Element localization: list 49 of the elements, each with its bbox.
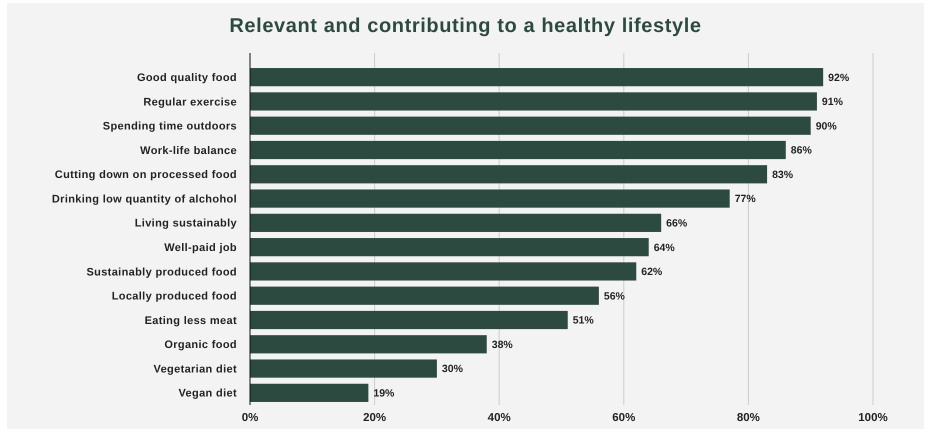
data-label: 30% (442, 363, 464, 376)
data-label: 38% (492, 338, 514, 351)
data-label: 92% (828, 72, 850, 84)
y-tick-label: Regular exercise (143, 96, 237, 108)
data-label: 86% (790, 144, 812, 157)
data-label: 77% (734, 193, 756, 206)
y-tick-label: Sustainably produced food (86, 266, 237, 278)
bar (250, 238, 649, 256)
y-tick-label: Living sustainably (134, 218, 238, 230)
bar (250, 310, 568, 330)
bar (250, 214, 662, 232)
data-label: 66% (666, 218, 688, 230)
x-tick-label: 80% (736, 412, 760, 424)
bar (250, 92, 817, 111)
bar (250, 165, 768, 184)
bar (250, 189, 730, 208)
bar (250, 68, 824, 86)
y-tick-label: Spending time outdoors (102, 120, 237, 133)
x-tick-label: 20% (363, 412, 386, 424)
data-label: 91% (822, 96, 844, 108)
data-label: 56% (604, 290, 626, 302)
data-label: 19% (373, 388, 396, 400)
bar (250, 359, 437, 378)
x-tick-label: 40% (488, 412, 511, 424)
bar (250, 140, 786, 160)
y-tick-label: Vegan diet (178, 388, 237, 400)
x-tick-label: 100% (858, 412, 888, 424)
y-tick-label: Good quality food (136, 72, 237, 84)
x-tick-label: 0% (242, 412, 258, 424)
chart-title: Relevant and contributing to a healthy lifestyle (229, 15, 702, 37)
bar (250, 116, 811, 135)
y-tick-label: Drinking low quantity of alchohol (52, 193, 237, 206)
x-tick-label: 60% (612, 412, 636, 424)
y-tick-label: Well-paid job (164, 242, 237, 254)
bar (250, 262, 636, 281)
data-label: 83% (772, 168, 794, 181)
y-tick-label: Vegetarian diet (153, 363, 237, 376)
data-label: 51% (572, 314, 594, 327)
bar (250, 384, 368, 402)
y-tick-label: Work-life balance (140, 144, 237, 157)
y-tick-label: Cutting down on processed food (54, 169, 237, 182)
y-tick-label: Organic food (164, 339, 237, 352)
data-label: 62% (641, 266, 663, 278)
data-label: 64% (654, 242, 676, 254)
y-tick-label: Eating less meat (144, 314, 237, 327)
bar (250, 335, 487, 354)
y-tick-label: Locally produced food (112, 290, 237, 303)
bar (250, 286, 599, 305)
data-label: 90% (816, 120, 838, 132)
